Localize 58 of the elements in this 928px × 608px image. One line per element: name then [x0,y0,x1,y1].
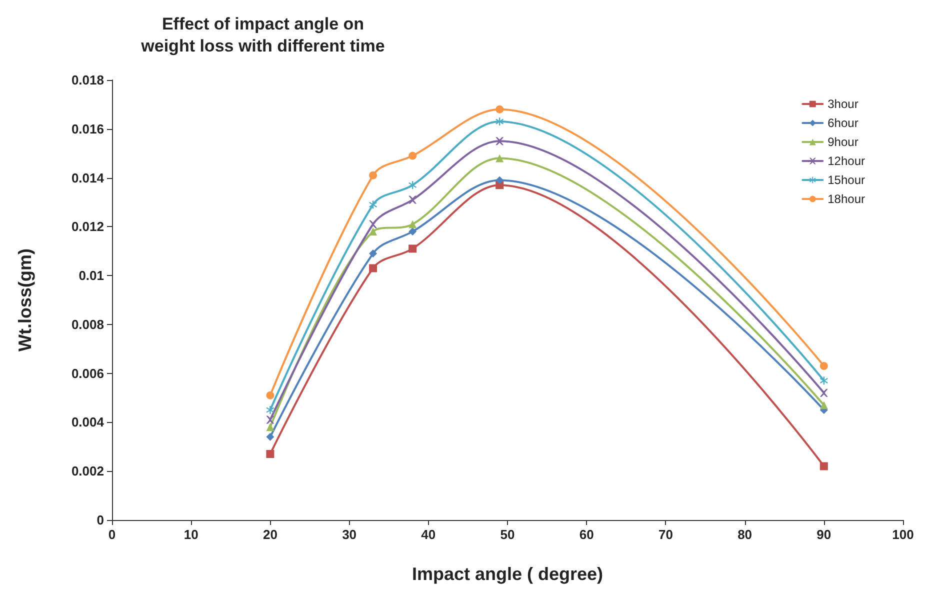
point [408,152,417,160]
y-tick-label: 0.012 [71,219,104,234]
point [266,391,274,400]
point [496,176,504,184]
y-axis-title: Wt.loss(gm) [15,248,35,352]
point [820,401,828,410]
point [369,264,378,272]
x-tick-label: 20 [262,527,278,542]
point [369,171,378,180]
x-tick-label: 70 [658,527,673,542]
point [369,250,378,258]
point [496,137,504,146]
legend-label: 15hour [828,173,866,187]
x-tick-label: 30 [342,527,357,542]
y-tick-label: 0 [96,512,104,528]
x-tick-label: 40 [421,527,436,542]
legend-label: 18hour [828,192,866,206]
x-tick-label: 10 [184,527,198,542]
x-tick-label: 60 [579,527,594,542]
chart-title: Effect of impact angle on weight loss with different time [140,14,385,56]
y-tick-label: 0.002 [71,464,104,479]
point [369,200,378,209]
legend-label: 9hour [828,135,858,149]
point [408,196,417,204]
point [408,244,417,253]
y-tick-label: 0.01 [78,268,104,284]
point [820,388,828,397]
y-tick-label: 0.006 [71,366,104,381]
point [408,181,417,190]
x-tick-label: 80 [738,527,752,542]
point [408,228,417,236]
x-axis-title: Impact angle ( degree) [412,564,604,584]
x-tick-label: 100 [892,527,914,542]
y-tick-label: 0.016 [71,121,104,136]
legend-label: 6hour [828,116,858,130]
point [820,376,828,385]
point [266,450,274,458]
y-tick-label: 0.008 [71,316,104,332]
point [496,118,504,126]
point [408,220,417,228]
point [820,462,828,470]
point [266,423,274,432]
point [820,362,828,370]
point [496,154,504,162]
x-tick-label: 90 [816,527,832,542]
point [369,220,378,228]
x-tick-label: 50 [500,527,515,542]
y-tick-label: 0.004 [71,414,105,430]
legend-label: 12hour [828,154,866,168]
y-tick-label: 0.018 [71,72,104,88]
y-tick-label: 0.014 [71,170,105,186]
legend-label: 3hour [828,97,858,111]
point [496,105,504,114]
point [266,432,274,441]
point [369,228,378,236]
point [266,416,274,424]
point [266,406,274,414]
x-tick-label: 0 [108,527,116,542]
